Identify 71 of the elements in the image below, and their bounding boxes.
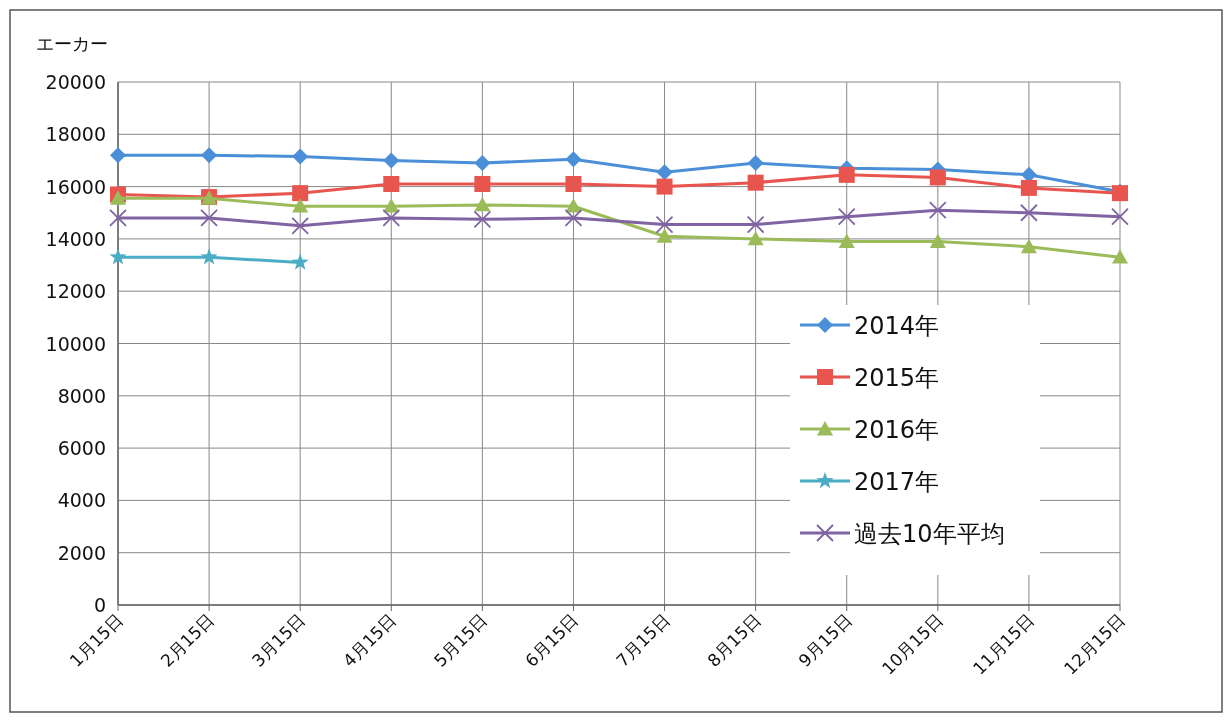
x-tick-label: 10月15日 xyxy=(877,609,947,679)
point xyxy=(383,152,400,169)
point xyxy=(656,228,673,243)
point xyxy=(747,155,764,172)
x-tick-label: 11月15日 xyxy=(968,609,1038,679)
point xyxy=(201,147,218,164)
legend-label: 2014年 xyxy=(854,312,940,340)
point xyxy=(564,209,583,227)
x-tick-label: 2月15日 xyxy=(156,609,218,671)
y-tick-label: 12000 xyxy=(45,280,106,303)
point xyxy=(565,175,582,192)
legend-label: 過去10年平均 xyxy=(854,520,1005,548)
legend-label: 2015年 xyxy=(854,364,940,392)
y-tick-label: 20000 xyxy=(45,71,106,93)
point xyxy=(291,253,309,270)
x-tick-label: 4月15日 xyxy=(338,609,401,671)
point xyxy=(837,207,856,226)
point xyxy=(474,196,491,212)
point xyxy=(747,230,764,246)
x-tick-label: 12月15日 xyxy=(1060,609,1129,679)
point xyxy=(291,216,310,235)
point xyxy=(565,198,582,213)
point xyxy=(292,185,309,202)
x-tick-label: 3月15日 xyxy=(247,609,310,671)
x-tick-label: 8月15日 xyxy=(703,609,765,671)
point xyxy=(747,174,764,191)
point xyxy=(110,147,126,164)
point xyxy=(929,233,946,248)
point xyxy=(474,155,491,172)
x-tick-label: 7月15日 xyxy=(612,609,674,671)
point xyxy=(746,215,765,234)
y-tick-label: 10000 xyxy=(45,332,106,355)
point xyxy=(656,164,673,181)
y-tick-label: 14000 xyxy=(45,227,106,250)
point xyxy=(473,210,492,229)
y-tick-label: 16000 xyxy=(45,175,106,198)
point xyxy=(1020,203,1038,222)
point xyxy=(928,201,947,220)
y-tick-label: 2000 xyxy=(57,541,106,564)
y-axis-title: エーカー xyxy=(36,33,108,54)
point xyxy=(838,166,855,183)
y-tick-label: 6000 xyxy=(57,437,106,460)
point xyxy=(1020,238,1037,254)
point xyxy=(1112,249,1128,264)
point xyxy=(110,190,126,205)
y-tick-label: 8000 xyxy=(57,384,106,407)
point xyxy=(200,248,218,265)
point xyxy=(474,175,491,192)
point xyxy=(383,175,400,192)
point xyxy=(292,148,309,165)
point xyxy=(1020,179,1037,196)
x-tick-label: 5月15日 xyxy=(430,609,492,671)
point xyxy=(382,209,401,227)
point xyxy=(838,233,855,248)
point xyxy=(200,209,218,227)
point xyxy=(565,151,582,168)
y-tick-label: 18000 xyxy=(45,123,106,146)
x-tick-label: 6月15日 xyxy=(521,609,583,671)
point xyxy=(656,178,673,195)
legend-label: 2016年 xyxy=(854,416,940,444)
point xyxy=(655,215,674,234)
point xyxy=(1111,207,1129,226)
point xyxy=(383,198,400,213)
y-tick-label: 4000 xyxy=(57,489,106,512)
point xyxy=(109,209,127,227)
y-tick-label: 0 xyxy=(93,594,106,616)
point xyxy=(109,248,127,265)
legend-label: 2017年 xyxy=(854,468,940,496)
x-tick-label: 9月15日 xyxy=(794,609,856,671)
point xyxy=(929,169,946,186)
point xyxy=(292,198,309,213)
